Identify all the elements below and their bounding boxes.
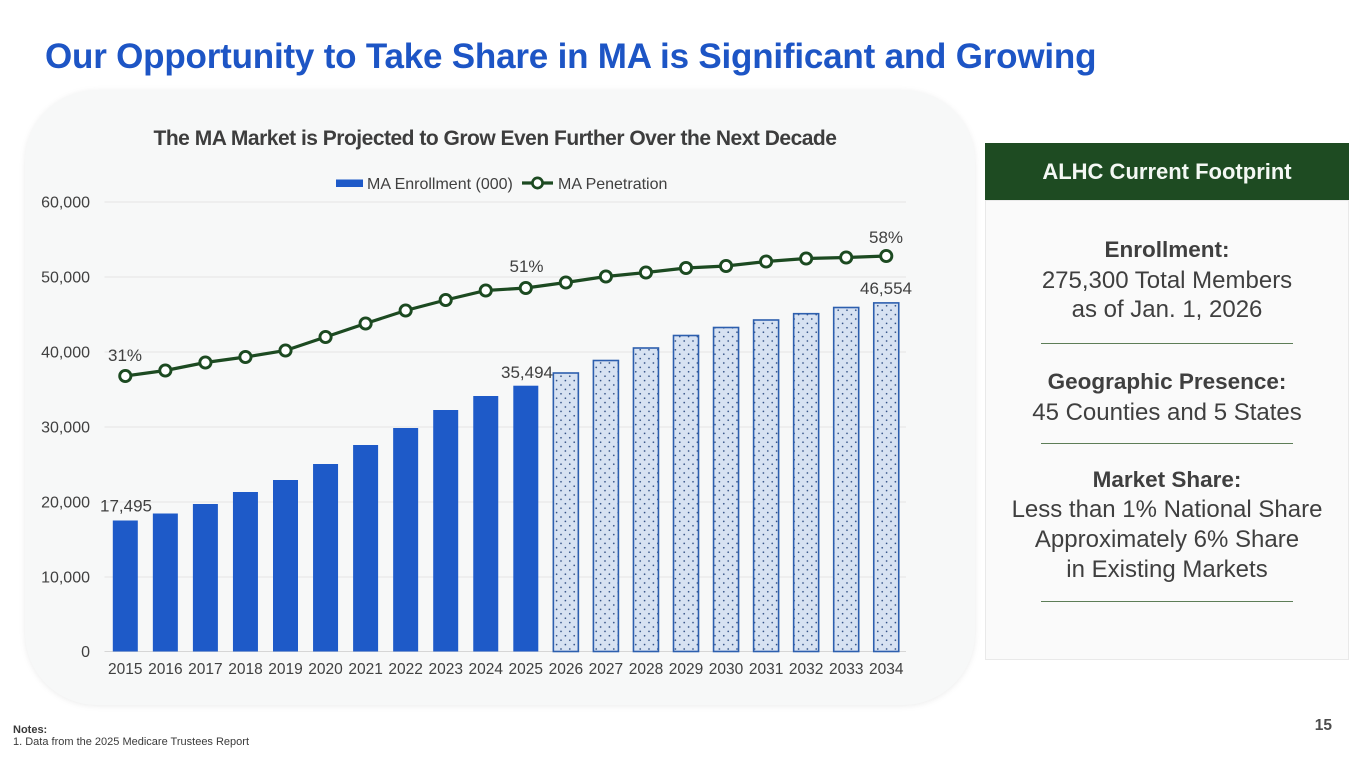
svg-text:MA Enrollment (000): MA Enrollment (000) <box>367 176 513 193</box>
svg-text:58%: 58% <box>869 228 903 247</box>
svg-text:31%: 31% <box>108 346 142 365</box>
svg-text:51%: 51% <box>509 257 543 276</box>
svg-text:20,000: 20,000 <box>41 495 90 512</box>
svg-text:2024: 2024 <box>469 661 504 678</box>
svg-text:2019: 2019 <box>268 661 302 678</box>
svg-text:MA Penetration: MA Penetration <box>558 176 667 193</box>
svg-text:2028: 2028 <box>629 661 663 678</box>
svg-text:2026: 2026 <box>549 661 583 678</box>
svg-text:2033: 2033 <box>829 661 863 678</box>
svg-text:2027: 2027 <box>589 661 623 678</box>
svg-text:40,000: 40,000 <box>41 345 90 362</box>
svg-text:35,494: 35,494 <box>501 363 553 382</box>
svg-text:60,000: 60,000 <box>41 195 90 212</box>
svg-text:2021: 2021 <box>348 661 382 678</box>
svg-text:17,495: 17,495 <box>100 497 152 516</box>
svg-text:46,554: 46,554 <box>860 279 912 298</box>
svg-text:2016: 2016 <box>148 661 182 678</box>
svg-text:The MA Market is Projected to: The MA Market is Projected to Grow Even … <box>154 127 837 150</box>
svg-text:50,000: 50,000 <box>41 270 90 287</box>
svg-text:2017: 2017 <box>188 661 222 678</box>
svg-text:2015: 2015 <box>108 661 142 678</box>
svg-text:2032: 2032 <box>789 661 823 678</box>
svg-text:2029: 2029 <box>669 661 703 678</box>
svg-text:2025: 2025 <box>509 661 543 678</box>
svg-text:0: 0 <box>81 644 90 661</box>
svg-text:2018: 2018 <box>228 661 262 678</box>
svg-text:2030: 2030 <box>709 661 744 678</box>
svg-text:30,000: 30,000 <box>41 420 90 437</box>
svg-text:10,000: 10,000 <box>41 570 90 587</box>
svg-text:2020: 2020 <box>308 661 343 678</box>
svg-text:2034: 2034 <box>869 661 904 678</box>
svg-text:2031: 2031 <box>749 661 783 678</box>
svg-text:2022: 2022 <box>388 661 422 678</box>
svg-text:2023: 2023 <box>428 661 462 678</box>
